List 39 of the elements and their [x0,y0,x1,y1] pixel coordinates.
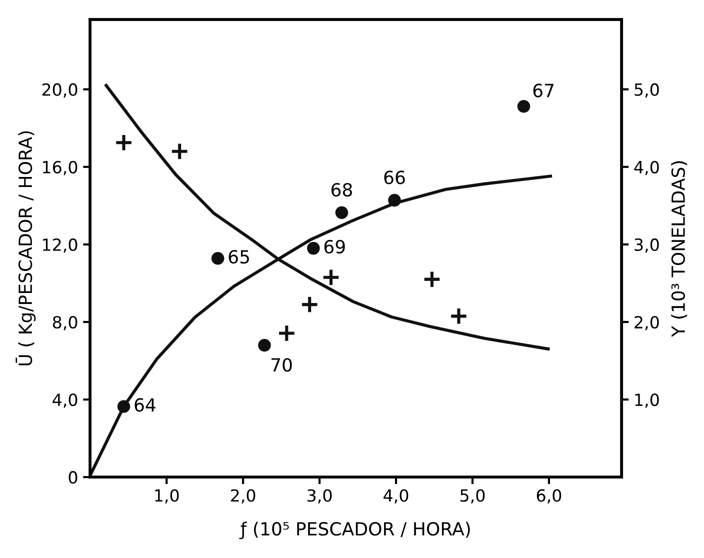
y-axis-title: Ū ( Kg/PESCADOR / HORA) [16,131,36,366]
annotation: 64 [134,398,156,412]
point [422,270,442,288]
annotation: 65 [228,250,249,264]
x-tick-label: 1,0 [155,489,179,504]
annotation: 66 [384,170,405,184]
point [322,268,340,287]
x-tick-label: 3,0 [308,489,332,504]
y2-tick-label: 3,0 [634,238,659,253]
point [335,206,348,220]
y-tick-label: 12,0 [43,238,78,253]
annotation: 67 [533,84,554,98]
y2-axis-title: Y (10³ TONELADAS) [671,161,688,337]
x-tick-label: 2,0 [231,489,256,504]
point [258,338,271,352]
point [450,307,468,326]
y-tick-label: 4,0 [52,394,78,408]
y-tick-label: 0 [68,471,78,484]
x-tick-label: 4,0 [384,489,408,504]
x-tick-label: 6,0 [536,489,562,504]
point [277,324,296,342]
y2-tick-label: 1,0 [635,394,659,408]
y2-tick-label: 5,0 [634,83,659,98]
point [300,295,319,314]
annotation: 69 [324,240,345,254]
y2-tick-label: 4,0 [634,160,659,176]
point [211,252,224,265]
annotation: 70 [272,358,292,372]
point [517,100,530,113]
annotation: 68 [331,182,352,197]
point [307,242,320,255]
y-tick-label: 8,0 [52,316,78,330]
x-axis-title: ƒ (10⁵ PESCADOR / HORA) [239,522,470,540]
y-tick-label: 20,0 [42,83,78,98]
point [114,133,133,152]
point [170,142,189,161]
y2-tick-label: 2,0 [634,316,659,330]
y-tick-label: 16,0 [43,160,78,176]
x-tick-label: 5,0 [460,489,485,504]
